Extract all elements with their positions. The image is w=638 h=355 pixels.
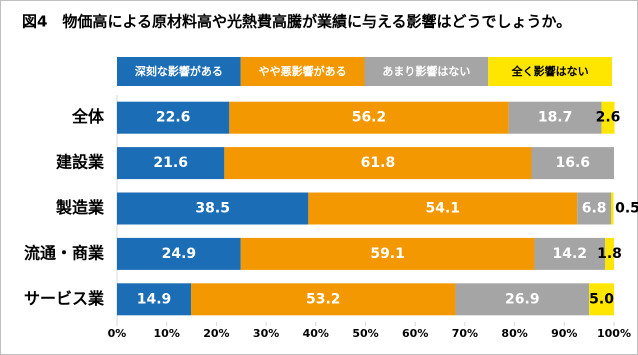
bar-segment bbox=[611, 192, 614, 225]
bar-segment bbox=[605, 237, 614, 270]
bar-segment bbox=[455, 283, 590, 316]
value-label: 21.6 bbox=[153, 155, 188, 171]
bar-segment bbox=[224, 147, 532, 180]
x-tick-label: 40% bbox=[303, 327, 329, 340]
bar-segment bbox=[240, 237, 535, 270]
value-label: 38.5 bbox=[195, 201, 230, 217]
value-label: 18.7 bbox=[538, 110, 573, 126]
value-label: 0.5 bbox=[615, 201, 638, 217]
category-label: 流通・商業 bbox=[24, 243, 105, 262]
bar-segment bbox=[531, 147, 614, 180]
value-label: 26.9 bbox=[505, 291, 540, 307]
x-tick-label: 20% bbox=[203, 327, 229, 340]
value-label: 5.0 bbox=[589, 291, 614, 307]
bar-segment bbox=[508, 101, 602, 134]
value-label: 14.9 bbox=[137, 291, 172, 307]
value-label: 1.8 bbox=[597, 246, 622, 262]
legend-swatch bbox=[117, 57, 241, 86]
value-label: 61.8 bbox=[361, 155, 396, 171]
x-tick-label: 80% bbox=[501, 327, 527, 340]
bar-segment bbox=[308, 192, 578, 225]
bar-segment bbox=[191, 283, 456, 316]
value-label: 22.6 bbox=[156, 110, 191, 126]
value-label: 16.6 bbox=[555, 155, 590, 171]
x-tick-label: 50% bbox=[352, 327, 378, 340]
bar-segment bbox=[117, 237, 241, 270]
value-label: 59.1 bbox=[370, 246, 405, 262]
legend-swatch bbox=[364, 57, 489, 86]
bar-segment bbox=[589, 283, 614, 316]
legend-swatch bbox=[240, 57, 365, 86]
bar-segment bbox=[117, 101, 230, 134]
x-tick-label: 70% bbox=[452, 327, 478, 340]
category-label: サービス業 bbox=[24, 289, 105, 308]
value-label: 24.9 bbox=[162, 246, 197, 262]
bar-segment bbox=[534, 237, 606, 270]
category-label: 製造業 bbox=[55, 198, 105, 217]
x-tick-label: 10% bbox=[154, 327, 180, 340]
value-label: 53.2 bbox=[306, 291, 341, 307]
chart-title: 図4 物価高による原材料高や光熱費高騰が業績に与える影響はどうでしょうか。 bbox=[22, 13, 571, 31]
legend-label: 深刻な影響がある bbox=[135, 64, 223, 78]
bar-segment bbox=[117, 192, 309, 225]
legend-label: 全く影響はない bbox=[511, 64, 589, 78]
value-label: 6.8 bbox=[582, 201, 607, 217]
value-label: 54.1 bbox=[426, 201, 461, 217]
bar-segment bbox=[601, 101, 615, 134]
category-label: 建設業 bbox=[56, 153, 105, 172]
bar-segment bbox=[229, 101, 509, 134]
value-label: 2.6 bbox=[596, 110, 621, 126]
bar-segment bbox=[117, 147, 225, 180]
category-label: 全体 bbox=[71, 107, 105, 126]
legend-label: あまり影響はない bbox=[382, 64, 470, 78]
x-tick-label: 0% bbox=[108, 327, 127, 340]
x-tick-label: 30% bbox=[253, 327, 279, 340]
x-tick-label: 90% bbox=[551, 327, 577, 340]
legend-label: やや悪影響がある bbox=[259, 64, 347, 78]
x-tick-label: 100% bbox=[597, 327, 631, 340]
value-label: 14.2 bbox=[552, 246, 587, 262]
bar-segment bbox=[117, 283, 192, 316]
x-tick-label: 60% bbox=[402, 327, 428, 340]
value-label: 56.2 bbox=[352, 110, 387, 126]
bar-segment bbox=[577, 192, 612, 225]
legend-swatch bbox=[488, 57, 612, 86]
